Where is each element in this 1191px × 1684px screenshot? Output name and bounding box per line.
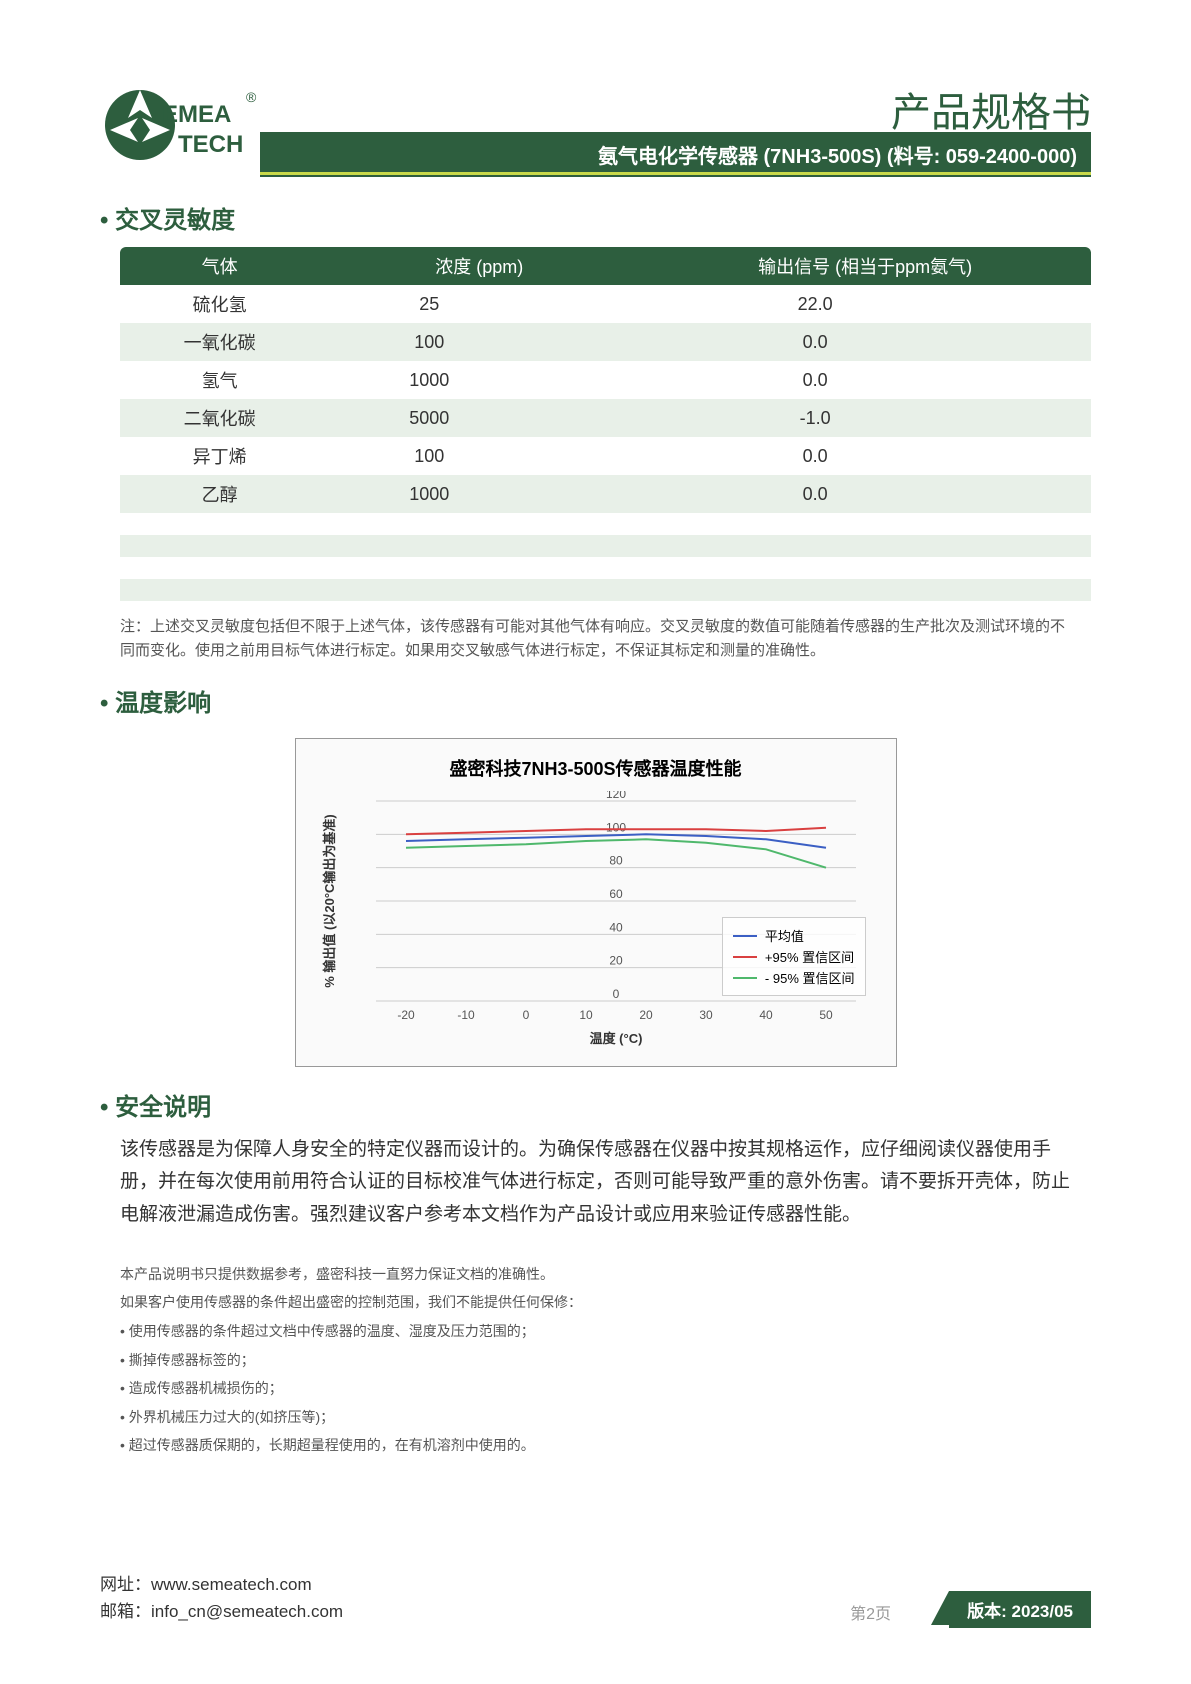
svg-text:20: 20	[609, 954, 623, 968]
section-temperature-title: 温度影响	[100, 683, 1091, 718]
table-row: 异丁烯1000.0	[120, 437, 1091, 475]
svg-text:100: 100	[605, 820, 625, 834]
logo-text-bottom: TECH	[178, 131, 243, 158]
footer-page-number: 第2页	[850, 1600, 891, 1624]
svg-text:温度 (°C): 温度 (°C)	[589, 1031, 642, 1046]
disclaimer-item: • 造成传感器机械损伤的；	[120, 1375, 1071, 1402]
header-underline	[260, 172, 1091, 175]
footer-email: 邮箱：info_cn@semeatech.com	[100, 1597, 343, 1622]
svg-text:40: 40	[609, 920, 623, 934]
temperature-chart-container: 盛密科技7NH3-500S传感器温度性能 020406080100120-20-…	[100, 738, 1091, 1067]
table-row: 氢气10000.0	[120, 361, 1091, 399]
table-row: 硫化氢2522.0	[120, 285, 1091, 323]
svg-text:20: 20	[639, 1008, 653, 1022]
table-row-empty	[120, 557, 1091, 579]
logo-text-top: EMEA	[162, 101, 231, 128]
safety-body: 该传感器是为保障人身安全的特定仪器而设计的。为确保传感器在仪器中按其规格运作，应…	[120, 1134, 1071, 1231]
chart-legend: 平均值 +95% 置信区间 - 95% 置信区间	[722, 917, 866, 996]
disclaimer-item: • 使用传感器的条件超过文档中传感器的温度、湿度及压力范围的；	[120, 1318, 1071, 1345]
disclaimer-item: • 撕掉传感器标签的；	[120, 1347, 1071, 1374]
svg-text:0: 0	[612, 987, 619, 1001]
table-header-cell: 浓度 (ppm)	[319, 247, 639, 285]
svg-text:30: 30	[699, 1008, 713, 1022]
svg-text:60: 60	[609, 887, 623, 901]
cross-sensitivity-table: 气体浓度 (ppm)输出信号 (相当于ppm氨气) 硫化氢2522.0一氧化碳1…	[120, 247, 1091, 601]
svg-text:40: 40	[759, 1008, 773, 1022]
cross-sensitivity-note: 注：上述交叉灵敏度包括但不限于上述气体，该传感器有可能对其他气体有响应。交叉灵敏…	[120, 615, 1071, 663]
document-title: 产品规格书	[891, 80, 1091, 138]
page-footer: 网址：www.semeatech.com 邮箱：info_cn@semeatec…	[100, 1570, 1091, 1624]
svg-text:% 输出值 (以20°C输出为基准): % 输出值 (以20°C输出为基准)	[322, 814, 337, 988]
section-cross-sensitivity-title: 交叉灵敏度	[100, 200, 1091, 235]
svg-text:80: 80	[609, 854, 623, 868]
table-row-empty	[120, 579, 1091, 601]
table-header-cell: 气体	[120, 247, 319, 285]
product-bar: 氨气电化学传感器 (7NH3-500S) (料号: 059-2400-000)	[260, 132, 1091, 177]
svg-text:10: 10	[579, 1008, 593, 1022]
disclaimer-item: • 超过传感器质保期的，长期超量程使用的，在有机溶剂中使用的。	[120, 1432, 1071, 1459]
legend-item: - 95% 置信区间	[733, 968, 855, 987]
footer-version-badge: 版本: 2023/05	[949, 1591, 1091, 1628]
temperature-chart: 盛密科技7NH3-500S传感器温度性能 020406080100120-20-…	[295, 738, 897, 1067]
disclaimer-block: 本产品说明书只提供数据参考，盛密科技一直努力保证文档的准确性。 如果客户使用传感…	[120, 1261, 1071, 1459]
table-row-empty	[120, 535, 1091, 557]
svg-text:®: ®	[246, 89, 257, 105]
footer-website: 网址：www.semeatech.com	[100, 1570, 343, 1595]
disclaimer-intro2: 如果客户使用传感器的条件超出盛密的控制范围，我们不能提供任何保修：	[120, 1289, 1071, 1316]
table-row: 一氧化碳1000.0	[120, 323, 1091, 361]
disclaimer-item: • 外界机械压力过大的(如挤压等)；	[120, 1404, 1071, 1431]
svg-text:120: 120	[605, 791, 625, 801]
chart-title: 盛密科技7NH3-500S传感器温度性能	[316, 755, 876, 781]
page-header: EMEA TECH ® 产品规格书 氨气电化学传感器 (7NH3-500S) (…	[100, 80, 1091, 180]
svg-text:-20: -20	[397, 1008, 415, 1022]
table-row: 二氧化碳5000-1.0	[120, 399, 1091, 437]
legend-item: +95% 置信区间	[733, 947, 855, 966]
table-row-empty	[120, 513, 1091, 535]
legend-item: 平均值	[733, 926, 855, 945]
svg-text:0: 0	[522, 1008, 529, 1022]
table-header-cell: 输出信号 (相当于ppm氨气)	[639, 247, 1091, 285]
company-logo: EMEA TECH ®	[100, 80, 260, 185]
table-row: 乙醇10000.0	[120, 475, 1091, 513]
svg-text:-10: -10	[457, 1008, 475, 1022]
svg-text:50: 50	[819, 1008, 833, 1022]
disclaimer-intro1: 本产品说明书只提供数据参考，盛密科技一直努力保证文档的准确性。	[120, 1261, 1071, 1288]
section-safety-title: 安全说明	[100, 1087, 1091, 1122]
